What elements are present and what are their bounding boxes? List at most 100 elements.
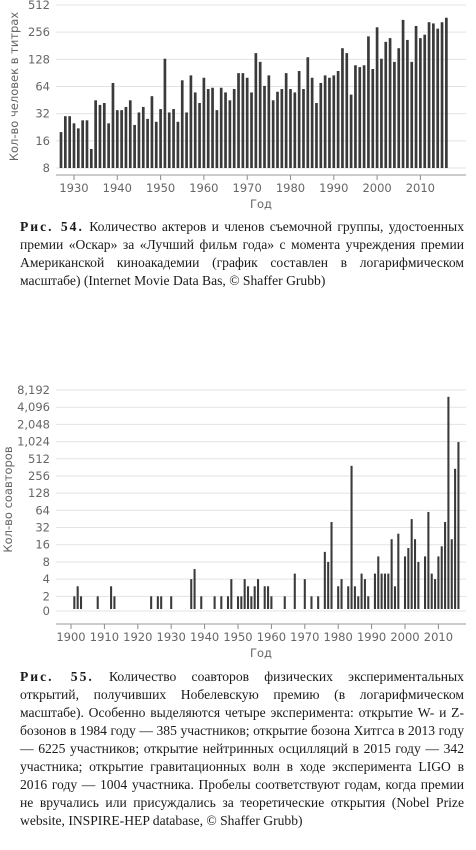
fig55-bar <box>246 586 250 609</box>
fig54-bar <box>89 148 93 168</box>
figure-54-chart: 8 16 32 64 128 256 512 1930 1940 1950 1960 1970 1980… <box>7 0 466 210</box>
fig54-bar <box>250 92 253 168</box>
fig55-bar <box>243 579 246 609</box>
fig54-bar <box>85 120 89 168</box>
fig55-bar <box>387 573 390 609</box>
fig55-xtick-label: 2010 <box>424 630 453 644</box>
fig54-bar <box>297 71 301 168</box>
fig55-bar <box>310 596 313 609</box>
fig54-bar <box>107 123 110 168</box>
fig55-bar <box>447 396 450 609</box>
fig55-bar <box>393 586 397 609</box>
fig54-bar <box>215 110 219 168</box>
fig54-bar <box>180 80 184 168</box>
fig55-xtick-label: 1940 <box>190 630 219 644</box>
fig54-bar <box>120 110 123 168</box>
fig54-xtick-label: 2010 <box>406 181 435 195</box>
fig55-bar <box>79 596 83 609</box>
fig54-bar <box>432 23 435 168</box>
fig54-bar <box>219 87 223 168</box>
fig54-ytick-label: 32 <box>35 107 50 121</box>
fig55-xtick-label: 2000 <box>390 630 419 644</box>
fig54-bar <box>293 92 297 168</box>
fig55-ytick-label: 64 <box>35 503 50 517</box>
fig55-bar <box>360 573 363 609</box>
fig54-bar <box>59 132 63 168</box>
fig54-bar <box>146 118 149 168</box>
fig54-xtick-label: 1980 <box>276 181 305 195</box>
figure-54-label: Рис. 54. <box>20 219 84 234</box>
fig55-xtick-label: 1980 <box>324 630 353 644</box>
fig54-bar <box>202 77 206 168</box>
fig55-ytick-label: 32 <box>35 521 50 535</box>
fig54-bar <box>401 19 405 168</box>
fig54-bar <box>436 28 440 168</box>
fig55-bar <box>397 533 400 609</box>
fig55-bar <box>220 596 223 609</box>
fig54-bar <box>141 106 145 168</box>
fig55-bar <box>417 561 420 609</box>
fig54-bar <box>375 27 379 168</box>
fig54-bar <box>133 124 136 168</box>
fig54-bar <box>137 112 141 168</box>
fig54-bar <box>328 77 331 168</box>
fig55-bar <box>193 569 196 609</box>
fig55-ytick-label: 8 <box>43 555 50 569</box>
fig55-ytick-label: 16 <box>35 538 50 552</box>
fig55-bar <box>434 579 437 609</box>
fig55-bar <box>377 556 380 609</box>
fig54-bar <box>172 109 175 168</box>
fig54-bar <box>284 73 288 168</box>
fig55-xtick-label: 1990 <box>357 630 386 644</box>
fig54-ytick-label: 512 <box>28 0 50 12</box>
fig54-xtick-label: 1960 <box>189 181 218 195</box>
fig54-xtick-label: 1940 <box>103 181 132 195</box>
fig55-bar <box>226 596 230 609</box>
fig54-bar <box>267 75 271 168</box>
fig54-bar <box>406 39 409 169</box>
fig54-bar <box>211 87 214 168</box>
figure-54-caption-text: Количество актеров и членов съемочной гр… <box>20 219 464 288</box>
fig55-bar <box>257 579 260 609</box>
fig54-bar <box>419 38 422 168</box>
fig54-bar <box>345 53 349 168</box>
fig55-bar <box>337 586 340 609</box>
figure-55-caption-text: Количество соавторов физических эксперим… <box>20 669 464 828</box>
fig54-bar <box>102 103 106 168</box>
fig54-bar <box>72 123 76 168</box>
fig54-bar <box>263 85 266 168</box>
fig54-bar <box>124 106 128 168</box>
fig55-xtick-label: 1950 <box>223 630 252 644</box>
fig55-bar <box>427 511 430 609</box>
fig54-y-axis-label: Кол-во человек в титрах <box>7 12 21 162</box>
fig55-bar <box>353 586 356 609</box>
fig55-bar <box>363 579 366 609</box>
fig55-bar <box>410 519 413 609</box>
fig55-bar <box>270 596 273 609</box>
fig54-bar <box>198 103 201 168</box>
fig55-xtick-label: 1930 <box>157 630 186 644</box>
fig55-ytick-label: 128 <box>28 486 50 500</box>
fig54-bar <box>237 73 240 168</box>
fig55-bar <box>170 596 173 609</box>
fig54-bar <box>189 75 193 168</box>
fig55-bar <box>350 465 353 609</box>
fig54-bar <box>349 94 353 168</box>
fig54-bar <box>176 121 180 168</box>
fig55-bar <box>413 539 417 609</box>
fig54-bar <box>354 65 357 168</box>
fig55-bar <box>383 573 386 609</box>
fig55-bar <box>150 596 153 609</box>
fig54-bar <box>310 77 314 168</box>
fig54-bar <box>94 100 97 168</box>
fig54-bar <box>254 53 258 168</box>
fig55-ytick-label: 4 <box>43 572 50 586</box>
fig55-ytick-label: 2 <box>43 589 50 603</box>
fig54-bar <box>423 34 427 169</box>
fig55-bar <box>156 596 159 609</box>
fig55-bar <box>457 442 460 609</box>
fig54-xtick-label: 2000 <box>362 181 391 195</box>
figure-54-caption: Рис. 54. Количество актеров и членов съе… <box>20 218 464 290</box>
fig54-bar <box>271 100 275 168</box>
fig55-bar <box>250 596 253 609</box>
